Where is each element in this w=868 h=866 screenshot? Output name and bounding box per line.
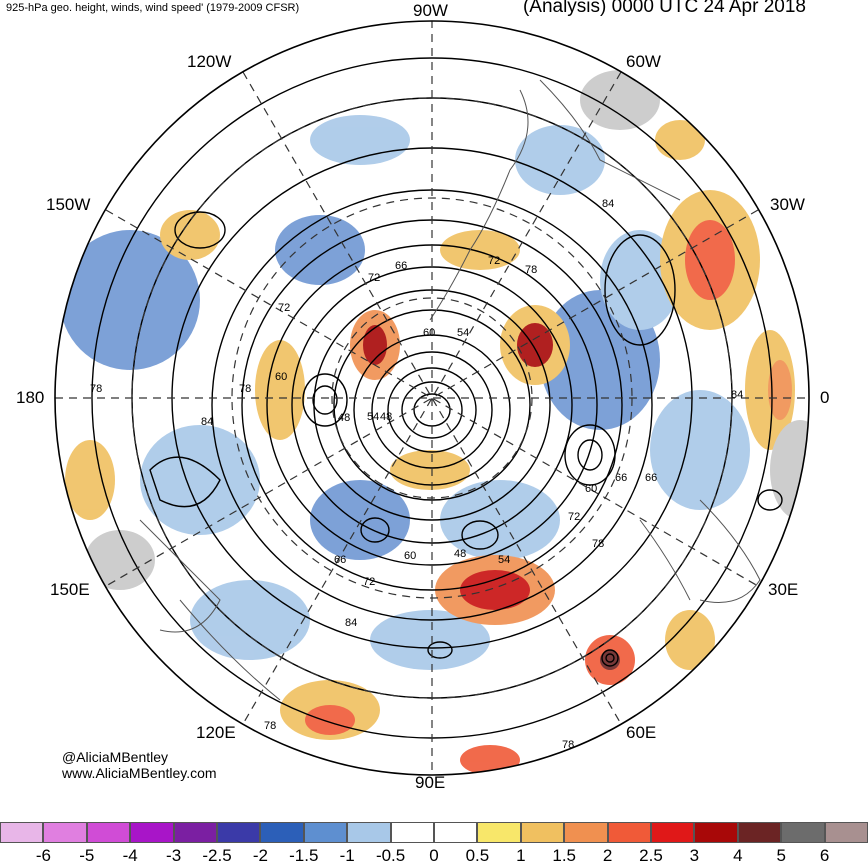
colorbar-tick-label: 3 [689, 846, 700, 865]
contour-label: 72 [488, 255, 501, 267]
contour-label: 84 [602, 198, 615, 210]
colorbar-tick-label: 6 [819, 846, 830, 865]
contour-label: 72 [278, 302, 291, 314]
colorbar-swatch [781, 822, 825, 843]
colorbar-tick-label: -2 [252, 846, 268, 865]
contour-label: 66 [334, 554, 347, 566]
contour-label: 60 [423, 327, 436, 339]
contour-label: 66 [615, 472, 628, 484]
lon-label-180: 180 [16, 388, 45, 407]
colorbar-swatch [390, 822, 434, 843]
header-left-title: 925-hPa geo. height, winds, wind speed' … [6, 2, 300, 14]
colorbar-tick-label: 0.5 [465, 846, 490, 865]
colorbar-tick-label: 2 [602, 846, 613, 865]
colorbar-ticks: -6 -5 -4 -3 -2.5 -2 -1.5 -1 -0.5 0 0.5 1 1.5 2 2.5 3 4 5 6 [0, 846, 868, 866]
lon-label-120w: 120W [187, 52, 232, 71]
colorbar-swatch [520, 822, 565, 843]
contour-label: 54 [367, 411, 380, 423]
contour-label: 72 [368, 272, 381, 284]
colorbar-swatch [173, 822, 217, 843]
credit-handle: @AliciaMBentley [62, 749, 169, 765]
lon-label-30e: 30E [768, 580, 799, 599]
contour-label: 78 [592, 538, 605, 550]
colorbar-swatch [477, 822, 521, 843]
coastlines [139, 79, 761, 701]
colorbar-swatch [607, 822, 651, 843]
colorbar-tick-label: -5 [79, 846, 95, 865]
map-boundary [54, 20, 810, 776]
lon-label-90e: 90E [415, 773, 446, 792]
colorbar-tick-label: 2.5 [639, 846, 663, 865]
lon-label-60w: 60W [626, 52, 661, 71]
colorbar-tick-label: -0.5 [375, 846, 406, 865]
credit-website: www.AliciaMBentley.com [62, 765, 217, 781]
colorbar [0, 822, 868, 843]
contour-label: 72 [363, 576, 376, 588]
colorbar-tick-label: -1 [339, 846, 355, 865]
contour-label: 48 [338, 412, 351, 424]
contour-label: 54 [498, 554, 511, 566]
colorbar-swatch [694, 822, 738, 843]
colorbar-swatch [737, 822, 782, 843]
colorbar-swatch [564, 822, 608, 843]
colorbar-tick-label: -4 [122, 846, 138, 865]
colorbar-tick-label: -2.5 [202, 846, 232, 865]
colorbar-tick-label: -1.5 [289, 846, 319, 865]
colorbar-swatch [347, 822, 391, 843]
polar-map [54, 20, 810, 776]
colorbar-swatch [434, 822, 478, 843]
header-right-title: (Analysis) 0000 UTC 24 Apr 2018 [522, 0, 806, 17]
lon-label-150w: 150W [46, 195, 91, 214]
colorbar-tick-label: -6 [35, 846, 51, 865]
contour-label: 54 [457, 327, 470, 339]
colorbar-tick-label: 1 [516, 846, 526, 865]
lon-label-0: 0 [820, 388, 830, 407]
colorbar-swatch [824, 822, 868, 843]
contour-label: 48 [380, 411, 393, 423]
colorbar-swatch [43, 822, 87, 843]
lon-label-150e: 150E [50, 580, 90, 599]
contour-label: 84 [345, 617, 358, 629]
lon-label-60e: 60E [626, 723, 657, 742]
colorbar-tick-label: 4 [733, 846, 743, 865]
contour-label: 48 [454, 548, 467, 560]
contour-label: 84 [731, 389, 744, 401]
contour-label: 60 [585, 483, 598, 495]
contour-label: 78 [525, 264, 538, 276]
contour-label: 60 [404, 550, 417, 562]
graticule [55, 21, 809, 775]
colorbar-swatch [130, 822, 174, 843]
contour-label: 78 [90, 383, 103, 395]
colorbar-swatch [651, 822, 695, 843]
colorbar-swatch [260, 822, 304, 843]
colorbar-tick-label: 5 [776, 846, 786, 865]
contour-label: 60 [275, 371, 288, 383]
colorbar-swatch [0, 822, 44, 843]
lon-label-90w: 90W [413, 1, 448, 20]
colorbar-tick-label: -3 [166, 846, 182, 865]
colorbar-swatch [303, 822, 348, 843]
contour-label: 84 [201, 416, 214, 428]
lon-label-120e: 120E [196, 723, 236, 742]
contour-label: 78 [562, 739, 575, 751]
anomaly-shading [60, 70, 809, 775]
contour-label: 66 [395, 260, 408, 272]
contour-label: 72 [568, 511, 581, 523]
colorbar-swatch [86, 822, 131, 843]
contour-label: 78 [239, 383, 252, 395]
lon-label-30w: 30W [770, 195, 805, 214]
colorbar-tick-label: 1.5 [552, 846, 577, 865]
colorbar-tick-label: 0 [429, 846, 439, 865]
contour-label: 78 [264, 720, 277, 732]
contour-label: 66 [645, 472, 658, 484]
colorbar-swatch [217, 822, 261, 843]
